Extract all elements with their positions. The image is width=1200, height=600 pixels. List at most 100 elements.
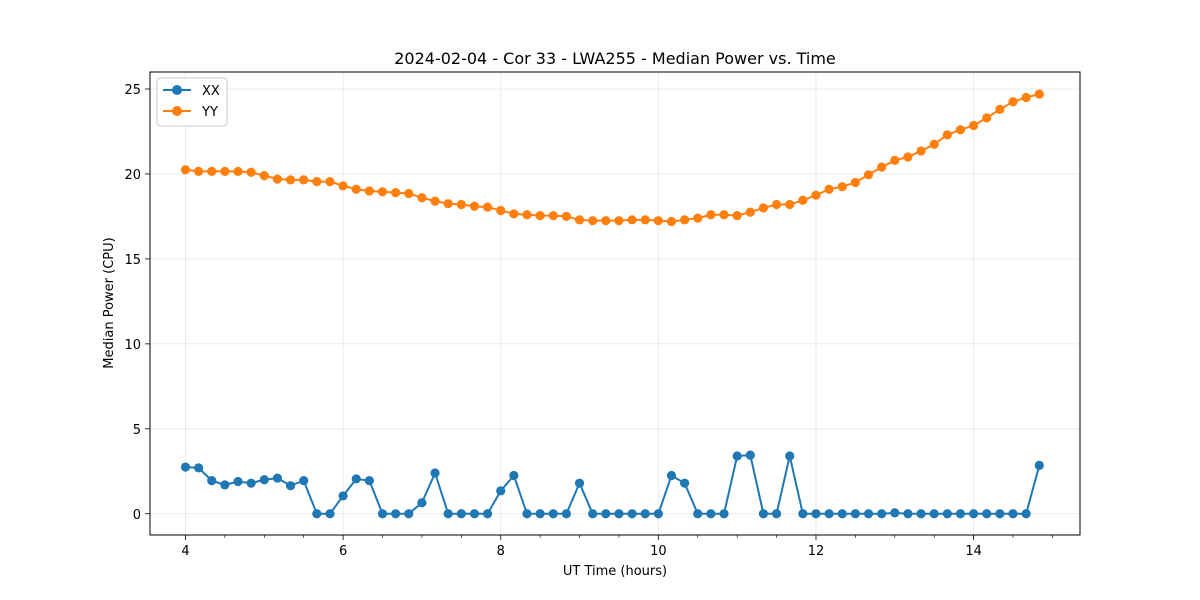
data-point-yy	[588, 216, 598, 226]
data-point-yy	[377, 187, 388, 197]
data-point-yy	[1021, 92, 1031, 103]
data-point-yy	[220, 166, 230, 176]
data-point-yy	[391, 188, 401, 198]
data-point-xx	[811, 509, 821, 519]
data-point-yy	[246, 167, 256, 177]
data-point-yy	[351, 184, 361, 194]
data-point-yy	[890, 155, 900, 165]
data-point-xx	[942, 509, 952, 519]
data-point-xx	[233, 476, 243, 487]
data-point-xx	[443, 509, 453, 519]
y-tick-label: 15	[124, 253, 141, 268]
data-point-yy	[1034, 89, 1044, 99]
data-point-xx	[850, 509, 860, 519]
data-point-xx	[614, 509, 624, 519]
data-point-yy	[233, 166, 243, 176]
x-axis-label: UT Time (hours)	[563, 564, 667, 579]
data-point-xx	[916, 509, 926, 519]
data-point-yy	[758, 203, 769, 213]
data-point-xx	[522, 509, 532, 519]
legend-entry-xx: XX	[163, 84, 220, 99]
data-point-xx	[496, 486, 506, 496]
data-point-yy	[325, 176, 335, 187]
data-point-yy	[745, 207, 755, 217]
data-point-yy	[995, 104, 1005, 114]
data-point-xx	[285, 481, 296, 491]
series-xx	[180, 450, 1044, 519]
data-point-xx	[469, 509, 480, 519]
data-point-yy	[863, 170, 874, 180]
data-point-yy	[719, 210, 729, 220]
data-point-yy	[417, 193, 427, 203]
y-tick-label: 10	[124, 338, 141, 353]
data-point-xx	[666, 470, 677, 481]
data-point-xx	[771, 509, 782, 519]
legend: XX YY	[156, 77, 228, 127]
data-point-xx	[798, 509, 808, 519]
data-point-yy	[548, 210, 558, 221]
data-point-yy	[430, 196, 440, 206]
data-point-yy	[732, 210, 742, 221]
data-point-yy	[916, 146, 926, 156]
data-point-xx	[785, 451, 795, 461]
data-point-xx	[745, 450, 755, 460]
data-point-xx	[1034, 460, 1044, 470]
data-point-yy	[509, 209, 519, 219]
data-point-xx	[220, 480, 230, 490]
data-point-yy	[942, 130, 952, 140]
data-point-xx	[272, 473, 283, 483]
data-point-yy	[877, 162, 887, 172]
data-point-yy	[850, 177, 860, 188]
y-tick-label: 20	[124, 168, 141, 183]
data-point-yy	[496, 205, 506, 216]
data-point-yy	[640, 215, 650, 225]
data-point-yy	[614, 216, 624, 226]
data-point-xx	[404, 509, 414, 519]
data-point-yy	[469, 201, 480, 211]
legend-marker-yy	[172, 106, 182, 116]
data-point-xx	[207, 476, 217, 486]
data-point-xx	[417, 498, 427, 508]
data-point-yy	[837, 182, 847, 192]
y-tick-label: 25	[124, 83, 141, 98]
data-point-yy	[903, 152, 913, 162]
data-point-xx	[246, 478, 256, 488]
data-point-xx	[299, 476, 309, 486]
data-point-yy	[259, 171, 269, 181]
data-point-yy	[798, 195, 808, 205]
data-point-yy	[627, 215, 637, 225]
data-point-xx	[982, 509, 992, 519]
y-tick-label: 5	[133, 423, 141, 438]
data-point-xx	[588, 509, 598, 519]
data-point-yy	[299, 175, 309, 185]
data-point-yy	[272, 174, 283, 184]
data-point-yy	[522, 210, 532, 220]
data-point-xx	[377, 509, 388, 519]
data-point-yy	[824, 184, 834, 194]
data-point-xx	[903, 509, 913, 519]
x-tick-label: 14	[965, 544, 982, 559]
data-point-xx	[732, 451, 742, 461]
series-layer	[180, 89, 1044, 519]
data-point-xx	[653, 509, 663, 519]
legend-label-yy: YY	[201, 105, 218, 120]
legend-entry-yy: YY	[163, 105, 218, 120]
x-tick-label: 8	[497, 544, 505, 559]
data-point-yy	[982, 113, 992, 123]
data-point-yy	[561, 211, 572, 222]
x-tick-label: 12	[808, 544, 825, 559]
data-point-yy	[771, 199, 782, 210]
y-axis-label: Median Power (CPU)	[102, 237, 117, 368]
data-point-xx	[719, 509, 729, 519]
data-point-xx	[929, 509, 939, 519]
data-point-yy	[785, 199, 795, 210]
data-point-xx	[955, 509, 966, 519]
data-point-xx	[391, 509, 401, 519]
data-point-xx	[877, 509, 887, 519]
data-point-yy	[285, 175, 296, 185]
data-point-xx	[969, 509, 979, 519]
x-tick-label: 6	[339, 544, 347, 559]
data-point-xx	[1008, 509, 1018, 519]
data-point-xx	[535, 509, 545, 519]
